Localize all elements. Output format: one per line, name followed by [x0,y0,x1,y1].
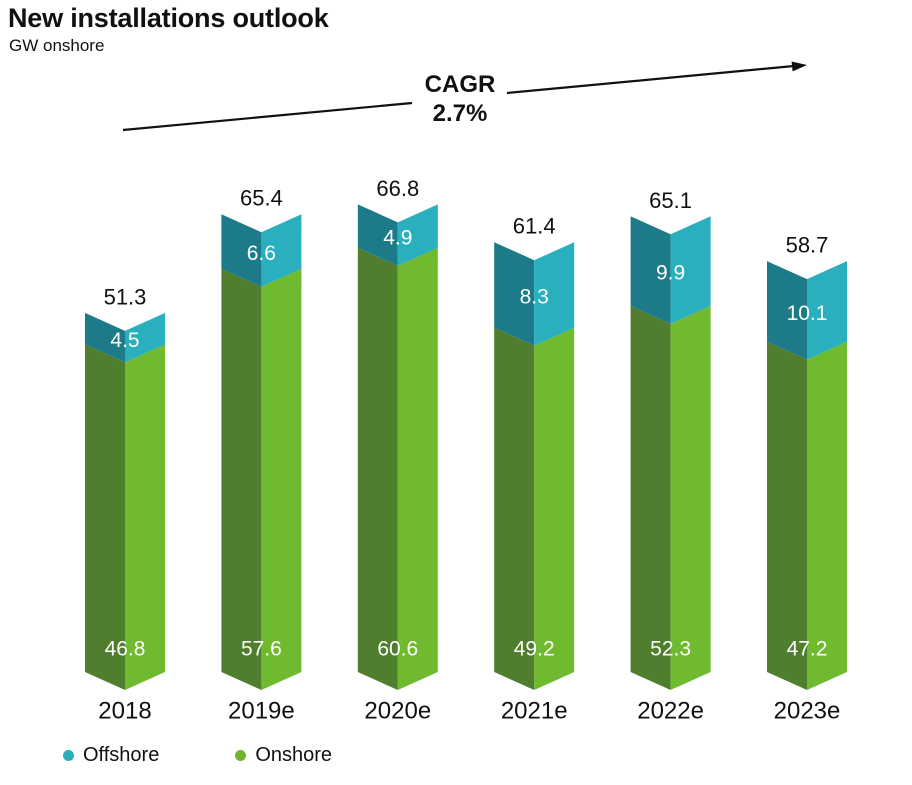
offshore-value-label: 10.1 [787,302,828,325]
onshore-left-face [630,305,671,690]
onshore-left-face [85,344,125,690]
bars-group: 51.3 4.5 46.8 2018 65.4 6.6 57.6 2019e 66.8 4.9 60… [85,176,847,725]
onshore-right-face [397,247,438,691]
onshore-legend-dot-icon [235,750,247,761]
onshore-right-face [534,327,575,690]
onshore-value-label: 46.8 [105,638,146,661]
legend-item-onshore: Onshore [235,744,332,767]
x-axis-label: 2018 [98,698,151,725]
onshore-value-label: 52.3 [650,638,691,661]
cagr-annotation: CAGR 2.7% [395,70,525,128]
onshore-left-face [494,327,535,690]
bar-2019e: 65.4 6.6 57.6 2019e [221,186,302,725]
offshore-value-label: 8.3 [520,285,549,308]
offshore-right-face [670,216,711,324]
arrowhead-icon [791,61,807,72]
x-axis-label: 2019e [228,698,295,725]
onshore-left-face [767,341,807,690]
total-value-label: 65.1 [649,188,692,213]
onshore-value-label: 57.6 [241,638,282,661]
total-value-label: 66.8 [376,176,419,201]
offshore-right-face [261,214,302,287]
onshore-left-face [357,247,398,691]
onshore-right-face [261,268,302,690]
total-value-label: 65.4 [240,186,283,211]
onshore-value-label: 47.2 [787,638,828,661]
offshore-left-face [357,204,398,266]
offshore-value-label: 4.5 [110,329,139,352]
offshore-legend-label: Offshore [83,744,160,766]
bar-2022e: 65.1 9.9 52.3 2022e [630,188,711,725]
offshore-right-face [397,204,438,266]
bar-2018: 51.3 4.5 46.8 2018 [85,284,165,725]
total-value-label: 51.3 [104,284,147,309]
offshore-left-face [630,216,671,324]
offshore-legend-dot-icon [63,750,74,761]
offshore-right-face [534,242,575,346]
onshore-right-face [807,341,847,690]
offshore-left-face [85,312,125,363]
onshore-right-face [670,305,711,690]
onshore-right-face [125,344,165,690]
offshore-left-face [221,214,262,287]
offshore-right-face [807,261,847,360]
onshore-value-label: 49.2 [514,638,555,661]
x-axis-label: 2021e [501,698,568,725]
offshore-value-label: 6.6 [247,242,276,265]
offshore-value-label: 9.9 [656,262,685,285]
legend: Offshore Onshore [63,744,332,767]
x-axis-label: 2023e [774,698,841,725]
x-axis-label: 2020e [364,698,431,725]
cagr-arrow [122,61,807,132]
total-value-label: 61.4 [513,214,556,239]
offshore-left-face [767,261,807,360]
chart-subtitle: GW onshore [9,36,105,55]
offshore-value-label: 4.9 [383,227,412,250]
bar-2021e: 61.4 8.3 49.2 2021e [494,214,575,725]
bar-2023e: 58.7 10.1 47.2 2023e [767,233,847,725]
onshore-left-face [221,268,262,690]
cagr-label: CAGR [424,71,496,98]
onshore-legend-label: Onshore [255,744,333,766]
total-value-label: 58.7 [786,233,829,258]
offshore-left-face [494,242,535,346]
offshore-right-face [125,312,165,363]
legend-item-offshore: Offshore [63,744,159,767]
cagr-value: 2.7% [432,100,488,127]
chart-title: New installations outlook [8,3,329,33]
onshore-value-label: 60.6 [377,638,418,661]
x-axis-label: 2022e [637,698,704,725]
bar-2020e: 66.8 4.9 60.6 2020e [357,176,438,725]
